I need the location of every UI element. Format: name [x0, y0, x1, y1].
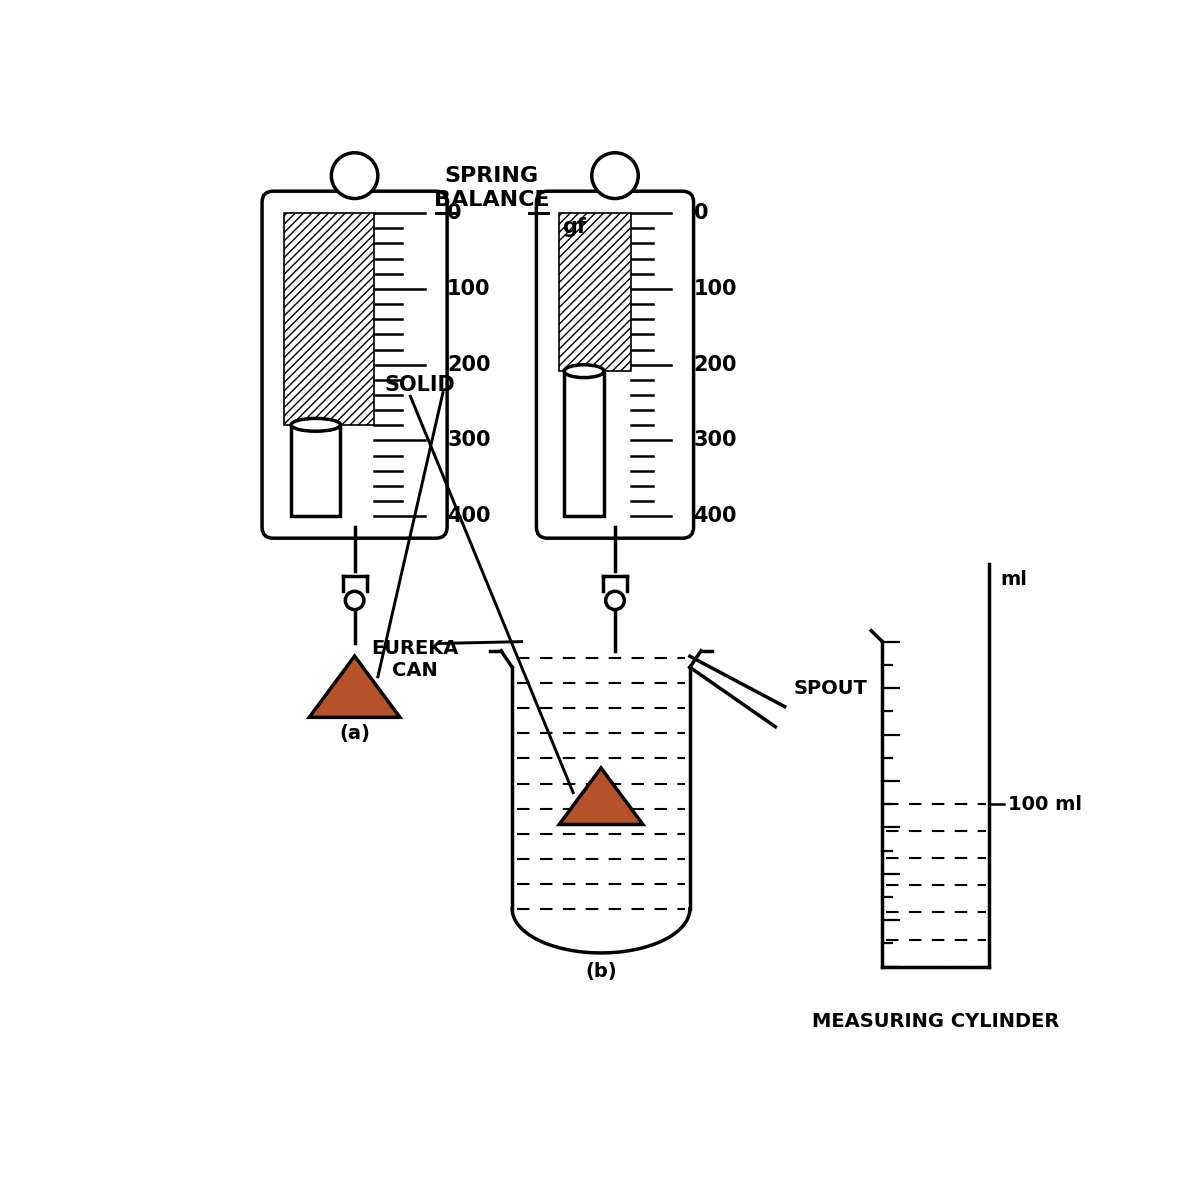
Bar	[559, 213, 631, 371]
Polygon shape	[559, 768, 643, 824]
Text: 200: 200	[448, 354, 491, 375]
Text: 100: 100	[694, 279, 737, 298]
Text: 400: 400	[694, 507, 737, 527]
Bar	[564, 371, 604, 516]
Text: 200: 200	[694, 354, 737, 375]
FancyBboxPatch shape	[262, 191, 448, 539]
Text: ml: ml	[1001, 570, 1027, 589]
Text: 400: 400	[448, 507, 491, 527]
Text: 100: 100	[448, 279, 491, 298]
Text: 300: 300	[448, 430, 491, 451]
Text: gf: gf	[563, 216, 587, 237]
Text: SPOUT: SPOUT	[794, 679, 868, 698]
Ellipse shape	[564, 365, 604, 378]
Circle shape	[331, 152, 378, 199]
Text: SPRING
BALANCE: SPRING BALANCE	[434, 166, 550, 209]
Bar	[284, 213, 374, 424]
Text: SOLID: SOLID	[384, 376, 455, 395]
Text: 0: 0	[694, 203, 708, 224]
Circle shape	[346, 591, 364, 610]
Text: (b): (b)	[586, 962, 617, 981]
Text: 100 ml: 100 ml	[1008, 794, 1082, 813]
Text: 300: 300	[694, 430, 737, 451]
Polygon shape	[310, 656, 400, 717]
Circle shape	[606, 591, 624, 610]
FancyBboxPatch shape	[536, 191, 694, 539]
Text: 0: 0	[448, 203, 462, 224]
Text: EUREKA
CAN: EUREKA CAN	[371, 640, 458, 680]
Circle shape	[592, 152, 638, 199]
Text: (a): (a)	[340, 724, 370, 743]
Text: MEASURING CYLINDER: MEASURING CYLINDER	[812, 1013, 1060, 1031]
Bar	[292, 424, 341, 516]
Ellipse shape	[292, 419, 341, 432]
